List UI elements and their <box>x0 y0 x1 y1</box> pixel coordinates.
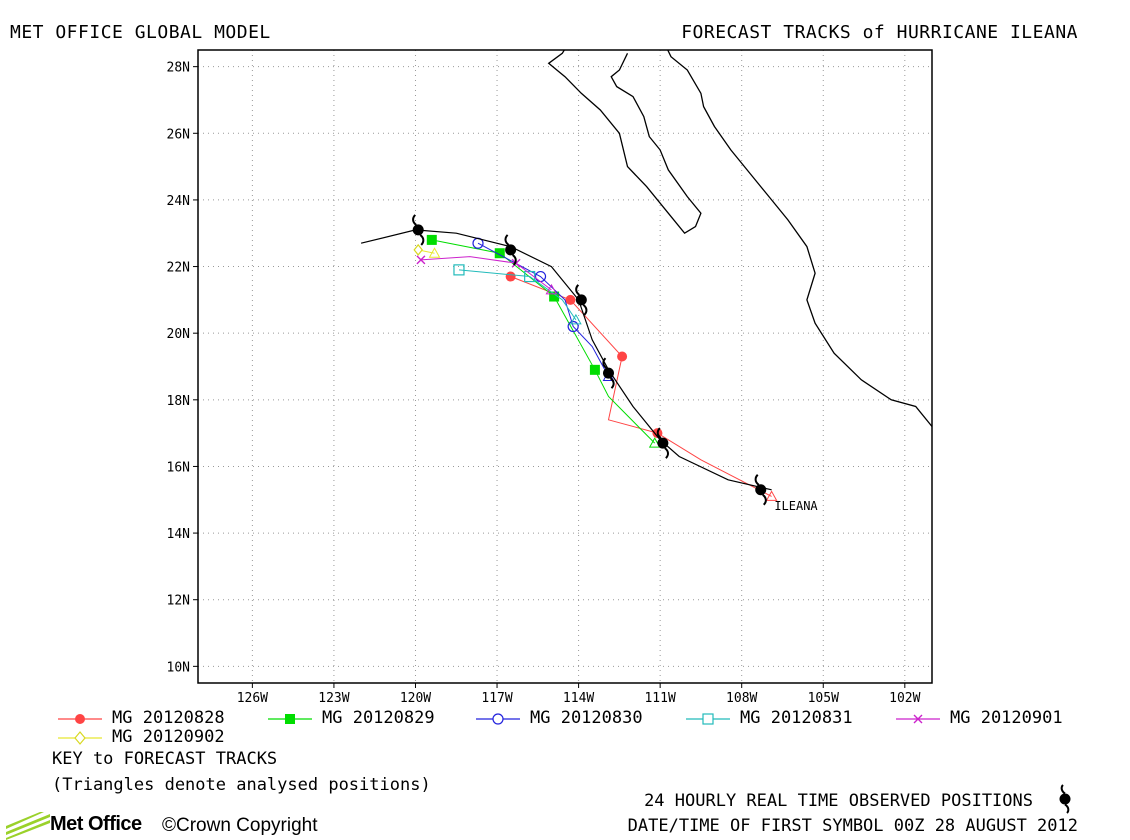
lat-tick-label: 16N <box>167 460 190 475</box>
hurricane-symbol-icon <box>412 214 425 246</box>
lat-tick-label: 26N <box>167 127 190 142</box>
forecast-marker <box>413 243 423 256</box>
lat-tick-label: 18N <box>167 394 190 409</box>
key-title: KEY to FORECAST TRACKS <box>52 749 278 769</box>
forecast-marker <box>617 351 628 362</box>
legend-label-0901: MG 20120901 <box>950 708 1063 728</box>
lon-tick-label: 114W <box>563 691 594 706</box>
legend-marker-0828 <box>58 714 102 724</box>
title-right: FORECAST TRACKS of HURRICANE ILEANA <box>681 22 1078 43</box>
forecast-marker <box>549 291 560 302</box>
forecast-marker <box>453 264 465 276</box>
legend-label-0831: MG 20120831 <box>740 708 853 728</box>
baja-coastline <box>547 50 702 235</box>
lat-tick-label: 22N <box>167 261 190 276</box>
legend-marker-0829 <box>268 714 312 724</box>
legend-marker-0902 <box>58 731 102 745</box>
lon-tick-label: 117W <box>481 691 512 706</box>
mainland-coastline <box>667 50 932 427</box>
lon-tick-label: 105W <box>808 691 839 706</box>
observed-positions-label: 24 HOURLY REAL TIME OBSERVED POSITIONS <box>644 791 1033 811</box>
lat-tick-label: 28N <box>167 61 190 76</box>
legend-label-0830: MG 20120830 <box>530 708 643 728</box>
lon-tick-label: 108W <box>726 691 757 706</box>
analysed-position-triangle <box>765 490 778 501</box>
forecast-marker <box>524 270 536 283</box>
analysed-position-triangle <box>570 313 582 325</box>
crown-copyright: ©Crown Copyright <box>162 815 318 836</box>
legend-marker-0830 <box>476 713 520 725</box>
analysed-position-triangle <box>545 283 558 295</box>
map-frame <box>197 49 933 684</box>
hurricane-symbol-icon <box>575 284 588 316</box>
legend-label-0902: MG 20120902 <box>112 727 225 747</box>
hurricane-symbol-icon <box>602 357 615 389</box>
legend-marker-0901 <box>896 714 940 724</box>
lon-tick-label: 111W <box>644 691 675 706</box>
forecast-marker <box>505 271 516 282</box>
lat-tick-label: 24N <box>167 194 190 209</box>
analysed-position-triangle <box>648 437 661 448</box>
forecast-marker <box>567 320 579 333</box>
analysed-position-triangle <box>428 247 441 258</box>
forecast-marker <box>565 294 576 305</box>
first-symbol-datetime: DATE/TIME OF FIRST SYMBOL 00Z 28 AUGUST … <box>627 816 1078 836</box>
lat-tick-label: 10N <box>167 660 190 675</box>
title-left: MET OFFICE GLOBAL MODEL <box>10 22 271 43</box>
lon-tick-label: 126W <box>237 691 268 706</box>
legend-label-0828: MG 20120828 <box>112 708 225 728</box>
met-office-logo-text: Met Office <box>50 813 142 835</box>
forecast-marker <box>494 248 505 259</box>
hurricane-symbol-icon <box>754 474 767 506</box>
forecast-track-line <box>510 276 772 497</box>
forecast-track-line <box>431 239 656 444</box>
lat-tick-label: 20N <box>167 327 190 342</box>
key-note: (Triangles denote analysed positions) <box>52 775 431 795</box>
forecast-marker <box>589 364 600 375</box>
lat-tick-label: 14N <box>167 527 190 542</box>
observed-track-line <box>360 229 772 491</box>
lon-tick-label: 120W <box>400 691 431 706</box>
legend-marker-0831 <box>686 713 730 725</box>
hurricane-symbol-icon <box>1059 784 1071 814</box>
forecast-track-line <box>420 256 552 291</box>
hurricane-symbol-icon <box>504 234 517 266</box>
forecast-track-line <box>458 269 577 321</box>
storm-label: ILEANA <box>774 499 818 513</box>
forecast-marker <box>426 234 437 245</box>
lon-tick-label: 123W <box>318 691 349 706</box>
lon-tick-label: 102W <box>889 691 920 706</box>
met-office-logo-icon <box>6 812 50 840</box>
legend-label-0829: MG 20120829 <box>322 708 435 728</box>
hurricane-symbol-icon <box>656 427 669 459</box>
forecast-marker <box>416 255 426 265</box>
lat-tick-label: 12N <box>167 594 190 609</box>
